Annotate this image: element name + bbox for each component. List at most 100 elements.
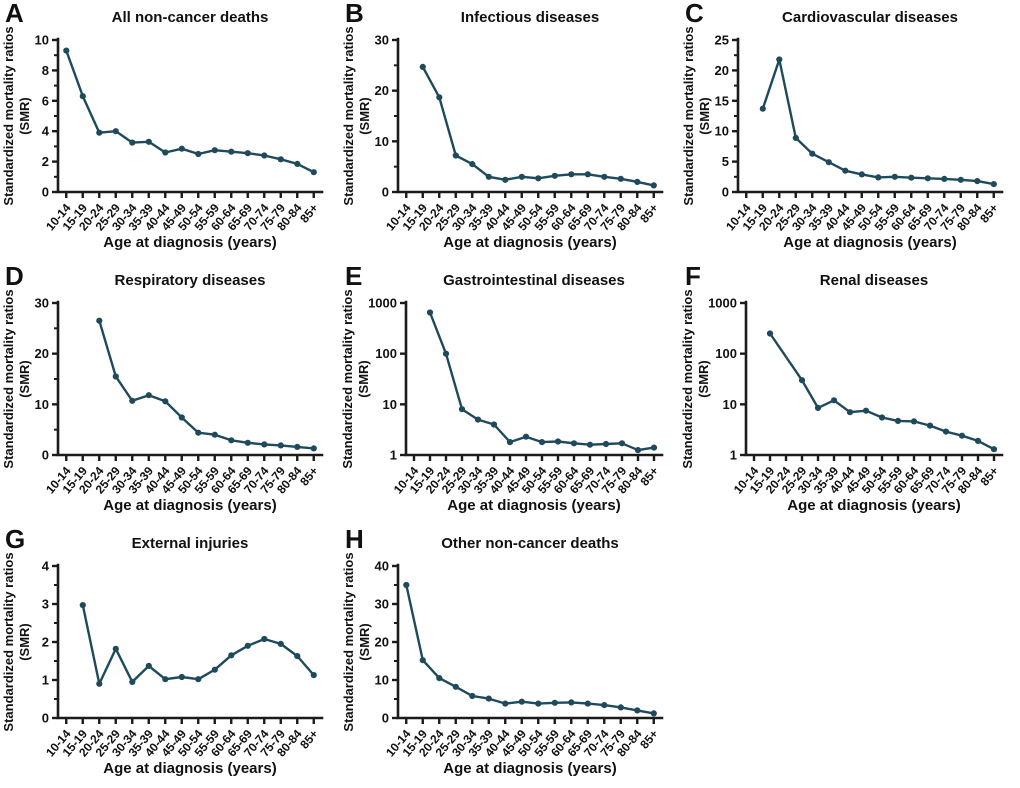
data-point — [650, 710, 657, 717]
data-point — [535, 175, 542, 182]
y-tick-label: 10 — [383, 397, 397, 412]
x-tick-label: 85+ — [297, 727, 321, 752]
y-tick-label: 100 — [715, 346, 737, 361]
data-point — [830, 397, 838, 404]
data-point — [974, 437, 982, 444]
panel-letter-h: H — [345, 524, 364, 554]
y-tick-label: 20 — [375, 635, 389, 650]
y-tick-label: 2 — [42, 154, 49, 169]
x-axis-label: Age at diagnosis (years) — [443, 760, 616, 777]
data-point — [551, 699, 558, 706]
data-point — [310, 169, 317, 176]
data-point — [145, 392, 152, 399]
panel-letter-f: F — [685, 261, 701, 291]
data-point — [538, 439, 546, 446]
data-point — [759, 105, 766, 112]
data-point — [162, 149, 169, 156]
data-point — [63, 47, 70, 54]
data-point — [862, 407, 870, 414]
data-point — [162, 398, 169, 405]
panel-letter-e: E — [345, 261, 363, 291]
data-point — [129, 678, 136, 685]
data-point — [474, 416, 482, 423]
data-point — [522, 433, 530, 440]
data-point — [601, 702, 608, 709]
chart-all-non-cancer-deaths: All non-cancer deaths Standardized mortal… — [1, 9, 324, 251]
data-point — [469, 161, 476, 168]
y-tick-label: 0 — [382, 711, 389, 726]
x-axis-label: Age at diagnosis (years) — [447, 497, 620, 514]
data-point — [586, 441, 594, 448]
y-axis-label-line2: (SMR) — [357, 623, 372, 661]
y-tick-label: 0 — [722, 185, 729, 200]
axis-spines — [404, 300, 664, 457]
x-axis-label: Age at diagnosis (years) — [103, 497, 276, 514]
data-point — [974, 178, 981, 185]
y-tick-label: 1000 — [708, 296, 737, 311]
data-point — [908, 174, 915, 181]
data-point — [602, 440, 610, 448]
data-point — [261, 152, 268, 159]
y-tick-label: 30 — [35, 296, 49, 311]
y-tick-label: 15 — [715, 93, 729, 108]
y-axis-label-line2: (SMR) — [17, 360, 32, 398]
data-point — [941, 175, 948, 182]
data-point — [294, 653, 301, 660]
data-point — [261, 635, 268, 643]
x-tick-label: 85+ — [637, 201, 661, 226]
data-point — [875, 174, 882, 181]
data-point — [617, 175, 624, 182]
x-axis-label: Age at diagnosis (years) — [103, 234, 276, 251]
panel-other-non-cancer-deaths: H Other non-cancer deaths Standardized mo… — [340, 524, 680, 788]
data-point — [112, 373, 119, 380]
panel-gastrointestinal-diseases: E Gastrointestinal diseases Standardized … — [340, 261, 680, 525]
data-point — [485, 173, 492, 180]
panel-title: Other non-cancer deaths — [441, 535, 619, 552]
data-point — [990, 181, 997, 188]
data-point — [294, 160, 301, 167]
y-axis-label-line1: Standardized mortality ratios — [681, 26, 696, 205]
data-point — [617, 704, 624, 711]
data-point — [924, 175, 931, 182]
smr-line — [65, 49, 315, 174]
data-point — [990, 446, 998, 453]
y-axis-label-line2: (SMR) — [17, 623, 32, 661]
data-point — [942, 428, 950, 435]
chart-external-injuries: External injuries Standardized mortality … — [1, 535, 324, 777]
axis-spines — [396, 563, 664, 720]
y-tick-label: 0 — [42, 185, 49, 200]
panel-cardiovascular-diseases: C Cardiovascular diseases Standardized mo… — [680, 0, 1020, 262]
panel-letter-c: C — [685, 0, 704, 28]
data-point — [79, 602, 86, 609]
y-tick-label: 4 — [42, 559, 50, 574]
data-point — [551, 172, 558, 179]
y-tick-label: 2 — [42, 635, 49, 650]
data-point — [96, 129, 103, 136]
data-point — [145, 138, 152, 145]
y-axis-label-line1: Standardized mortality ratios — [1, 26, 16, 205]
data-point — [502, 700, 509, 707]
y-axis-label-line1: Standardized mortality ratios — [1, 289, 16, 468]
axis-spines — [56, 37, 324, 194]
y-tick-label: 20 — [715, 63, 729, 78]
data-point — [894, 417, 902, 424]
data-point — [958, 432, 966, 439]
data-point — [211, 431, 218, 438]
data-point — [792, 134, 799, 141]
data-point — [277, 640, 284, 647]
panel-letter-a: A — [5, 0, 24, 28]
data-point — [129, 397, 136, 404]
data-point — [244, 642, 251, 649]
y-axis-label-line2: (SMR) — [357, 97, 372, 135]
panel-title: Gastrointestinal diseases — [443, 272, 625, 289]
data-point — [96, 317, 103, 324]
smr-line — [428, 311, 656, 452]
y-axis-label-line1: Standardized mortality ratios — [680, 289, 695, 468]
smr-line — [768, 332, 996, 451]
y-tick-label: 6 — [42, 93, 49, 108]
data-point — [436, 675, 443, 682]
y-tick-label: 20 — [375, 83, 389, 98]
panel-title: All non-cancer deaths — [112, 9, 269, 26]
x-tick-label: 85+ — [977, 201, 1001, 226]
smr-line — [761, 58, 995, 186]
